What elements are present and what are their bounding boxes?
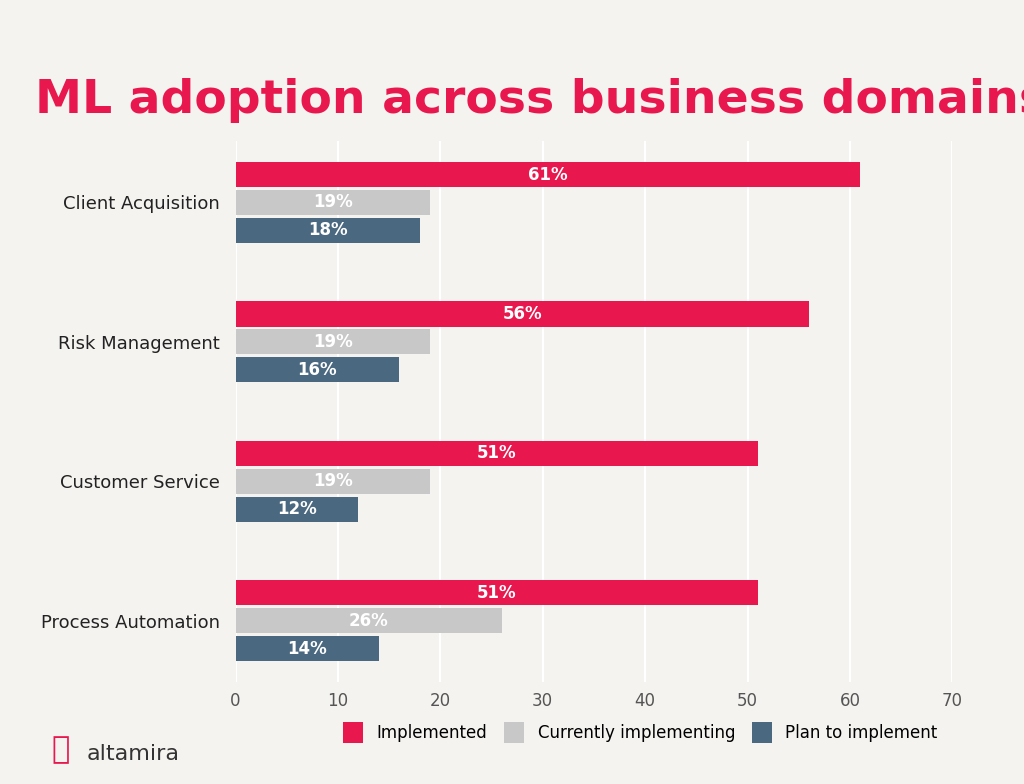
Text: 56%: 56% bbox=[503, 305, 542, 323]
Bar bbox=[236, 329, 430, 354]
Bar bbox=[236, 358, 399, 383]
Bar bbox=[236, 580, 758, 605]
Text: 19%: 19% bbox=[313, 194, 352, 212]
Text: 12%: 12% bbox=[278, 500, 316, 518]
Text: ML adoption across business domains: ML adoption across business domains bbox=[35, 78, 1024, 123]
Bar bbox=[236, 302, 809, 327]
Bar bbox=[236, 218, 420, 243]
Text: 26%: 26% bbox=[349, 612, 388, 630]
Bar bbox=[236, 636, 379, 661]
Text: altamira: altamira bbox=[87, 744, 180, 764]
Bar bbox=[236, 469, 430, 494]
Text: Ⓜ: Ⓜ bbox=[51, 735, 70, 764]
Text: 19%: 19% bbox=[313, 333, 352, 351]
Bar bbox=[236, 162, 860, 187]
Text: 18%: 18% bbox=[308, 221, 347, 239]
Bar bbox=[236, 496, 358, 521]
Text: 51%: 51% bbox=[477, 445, 516, 463]
Legend: Implemented, Currently implementing, Plan to implement: Implemented, Currently implementing, Pla… bbox=[337, 716, 944, 750]
Text: 61%: 61% bbox=[528, 165, 567, 183]
Bar bbox=[236, 608, 502, 633]
Bar bbox=[236, 190, 430, 215]
Text: 14%: 14% bbox=[288, 640, 327, 658]
Text: 19%: 19% bbox=[313, 472, 352, 490]
Text: 16%: 16% bbox=[298, 361, 337, 379]
Text: 51%: 51% bbox=[477, 584, 516, 602]
Bar bbox=[236, 441, 758, 466]
